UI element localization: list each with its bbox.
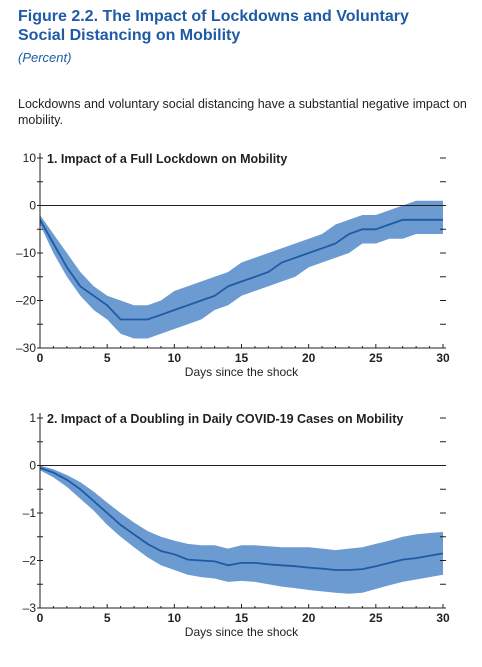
x-tick-label: 15 [235,611,249,625]
x-tick-label: 30 [436,611,450,625]
figure-caption: Lockdowns and voluntary social distancin… [18,97,467,127]
chart-panel-lockdown: 1. Impact of a Full Lockdown on Mobility… [16,151,450,379]
series-line [39,467,444,571]
x-tick-label: 5 [104,611,111,625]
x-tick-label: 25 [369,611,383,625]
x-tick-label: 0 [37,351,44,365]
y-tick-label: 0 [29,199,36,213]
x-tick-label: 0 [37,611,44,625]
chart-title: 1. Impact of a Full Lockdown on Mobility [47,152,287,166]
x-axis-label: Days since the shock [185,625,299,639]
x-axis-label: Days since the shock [185,365,299,379]
y-tick-label: –3 [23,601,37,615]
x-tick-label: 30 [436,351,450,365]
x-tick-label: 5 [104,351,111,365]
y-tick-label: –30 [16,341,36,355]
confidence-band [40,465,443,594]
x-tick-label: 15 [235,351,249,365]
x-tick-label: 10 [168,351,182,365]
chart-title: 2. Impact of a Doubling in Daily COVID-1… [47,412,403,426]
confidence-band [40,200,443,339]
figure-title: Figure 2.2. The Impact of Lockdowns and … [18,8,409,44]
series-line [39,218,443,321]
x-tick-label: 25 [369,351,383,365]
x-tick-label: 10 [168,611,182,625]
y-tick-label: –2 [23,554,37,568]
y-tick-label: –10 [16,246,36,260]
y-tick-label: 1 [29,411,36,425]
y-tick-label: 10 [23,151,37,165]
x-tick-label: 20 [302,611,316,625]
y-tick-label: 0 [29,459,36,473]
y-tick-label: –20 [16,294,36,308]
y-tick-label: –1 [23,506,37,520]
figure-subtitle: (Percent) [18,50,72,65]
x-tick-label: 20 [302,351,316,365]
chart-panel-doubling: 2. Impact of a Doubling in Daily COVID-1… [23,411,450,639]
